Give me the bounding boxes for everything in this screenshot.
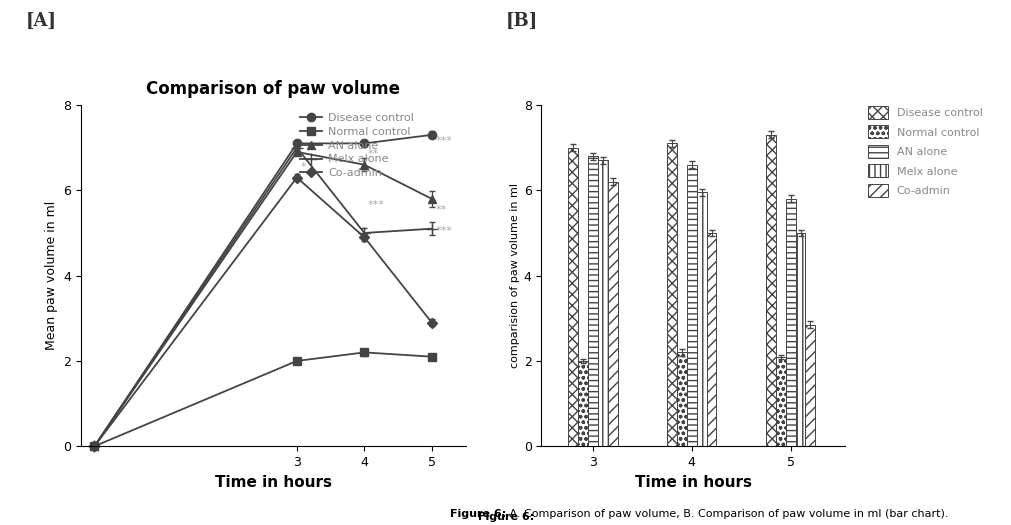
- Y-axis label: comparision of paw volume in ml: comparision of paw volume in ml: [509, 183, 519, 368]
- Normal control: [358, 349, 370, 355]
- Bar: [676, 352, 686, 446]
- Text: Figure 6:: Figure 6:: [477, 512, 534, 522]
- Co-admin: [358, 234, 370, 240]
- Legend: Disease control, Normal control, AN alone, Melx alone, Co-admin: Disease control, Normal control, AN alon…: [864, 104, 984, 199]
- Bar: [598, 161, 607, 446]
- Bar: [785, 199, 795, 446]
- Line: Melx alone: Melx alone: [88, 141, 438, 453]
- Disease control: [358, 140, 370, 146]
- Text: [B]: [B]: [506, 12, 538, 30]
- Normal control: [88, 443, 100, 449]
- Bar: [686, 165, 696, 446]
- Bar: [587, 156, 598, 446]
- Bar: [607, 182, 617, 446]
- AN alone: [88, 443, 100, 449]
- Text: ***: ***: [435, 226, 452, 236]
- Bar: [696, 193, 706, 446]
- Text: Figure 6:: Figure 6:: [449, 509, 506, 519]
- Co-admin: [88, 443, 100, 449]
- AN alone: [290, 149, 302, 155]
- Melx alone: [426, 226, 438, 232]
- Bar: [577, 361, 587, 446]
- Normal control: [290, 358, 302, 364]
- Bar: [706, 233, 716, 446]
- Bar: [567, 148, 577, 446]
- Disease control: [88, 443, 100, 449]
- Text: **: **: [367, 149, 378, 159]
- X-axis label: Time in hours: Time in hours: [214, 475, 332, 489]
- AN alone: [358, 162, 370, 168]
- Bar: [765, 135, 775, 446]
- Text: *: *: [300, 162, 305, 172]
- Line: Normal control: Normal control: [90, 348, 436, 450]
- Line: Disease control: Disease control: [90, 131, 436, 450]
- Co-admin: [426, 319, 438, 326]
- Text: ***: ***: [367, 200, 384, 210]
- Disease control: [290, 140, 302, 146]
- Melx alone: [290, 144, 302, 151]
- Bar: [775, 356, 785, 446]
- Bar: [795, 233, 805, 446]
- Y-axis label: Mean paw volume in ml: Mean paw volume in ml: [44, 201, 58, 350]
- Text: [A]: [A]: [25, 12, 57, 30]
- Text: ***: ***: [435, 136, 452, 146]
- Legend: Disease control, Normal control, AN alone, Melx alone, Co-admin: Disease control, Normal control, AN alon…: [297, 111, 416, 181]
- Disease control: [426, 132, 438, 138]
- Text: A. Comparison of paw volume, B. Comparison of paw volume in ml (bar chart).: A. Comparison of paw volume, B. Comparis…: [506, 509, 947, 519]
- Text: **: **: [435, 205, 446, 215]
- Title: Comparison of paw volume: Comparison of paw volume: [147, 80, 399, 98]
- Line: AN alone: AN alone: [90, 148, 436, 450]
- Co-admin: [290, 174, 302, 181]
- Normal control: [426, 353, 438, 360]
- X-axis label: Time in hours: Time in hours: [634, 475, 751, 489]
- Bar: [805, 324, 815, 446]
- Melx alone: [358, 230, 370, 236]
- AN alone: [426, 196, 438, 202]
- Bar: [666, 143, 676, 446]
- Melx alone: [88, 443, 100, 449]
- Line: Co-admin: Co-admin: [91, 174, 435, 450]
